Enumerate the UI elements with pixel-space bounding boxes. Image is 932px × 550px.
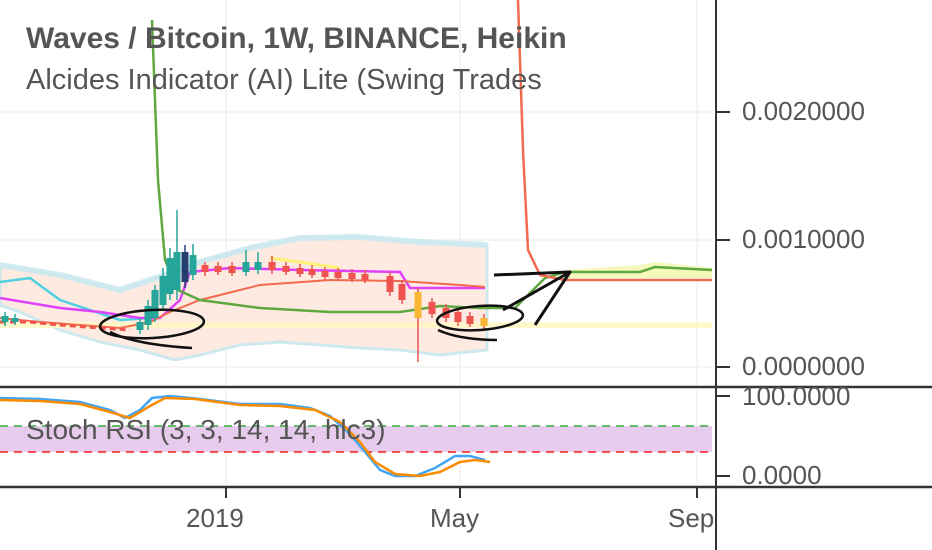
stoch-d-line <box>0 396 491 478</box>
bollinger-band-fill <box>0 235 489 362</box>
candle <box>348 273 356 279</box>
annotation-arrow-head <box>493 270 572 326</box>
candle <box>144 306 152 325</box>
annotations <box>98 270 572 350</box>
candle <box>201 265 209 272</box>
candle <box>361 274 369 280</box>
y-tick-label: 0.0000000 <box>742 351 865 381</box>
candle <box>254 262 262 270</box>
candle <box>428 302 436 314</box>
indicator-title: Alcides Indicator (AI) Lite (Swing Trade… <box>26 64 542 96</box>
yellow-line <box>269 256 341 270</box>
candles <box>1 210 488 362</box>
candle <box>189 255 197 275</box>
y-tick-label: 0.0010000 <box>742 224 865 254</box>
bollinger-band <box>0 233 712 362</box>
osc-y-tick-label: 100.0000 <box>742 381 851 411</box>
red-dashed-line <box>0 320 131 332</box>
candle <box>398 284 406 300</box>
candle <box>321 271 329 277</box>
candle <box>166 258 174 294</box>
candle <box>151 290 159 318</box>
candle <box>228 266 236 273</box>
candle <box>386 276 394 292</box>
candle <box>181 252 189 282</box>
osc-y-tick-label: 0.0000 <box>742 460 822 490</box>
annotation-circle-right <box>435 304 525 332</box>
annotation-stroke-right <box>437 328 498 342</box>
x-tick-label: May <box>430 503 480 533</box>
stoch-rsi-label: Stoch RSI (3, 3, 14, 14, hlc3) <box>26 414 386 445</box>
candle <box>296 268 304 274</box>
candle <box>480 318 488 326</box>
x-tick-label: 2019 <box>186 503 244 533</box>
candle <box>214 266 222 272</box>
candle <box>268 262 276 270</box>
cyan-line <box>0 276 151 322</box>
stoch-rsi-pane <box>0 394 712 478</box>
candle <box>308 269 316 275</box>
annotation-arrow-shaft <box>502 270 571 312</box>
grid <box>0 0 712 485</box>
candle <box>454 312 462 322</box>
candle <box>173 252 181 290</box>
candle <box>242 262 250 272</box>
red-step-line <box>516 0 712 282</box>
candle <box>1 316 9 322</box>
x-tick-label: Sep <box>668 503 715 533</box>
candle <box>11 318 19 322</box>
annotation-stroke-left <box>109 330 193 350</box>
annotation-circle-left <box>98 308 206 340</box>
candle <box>334 272 342 278</box>
bollinger-band-upper <box>0 233 488 294</box>
candle <box>466 316 474 324</box>
candle <box>414 292 422 318</box>
y-tick-label: 0.0020000 <box>742 96 865 126</box>
candle <box>159 276 167 305</box>
candle <box>282 266 290 272</box>
projection-fill <box>565 262 712 278</box>
candle <box>136 322 144 330</box>
support-band <box>0 322 712 328</box>
chart-title: Waves / Bitcoin, 1W, BINANCE, Heikin <box>26 22 567 55</box>
